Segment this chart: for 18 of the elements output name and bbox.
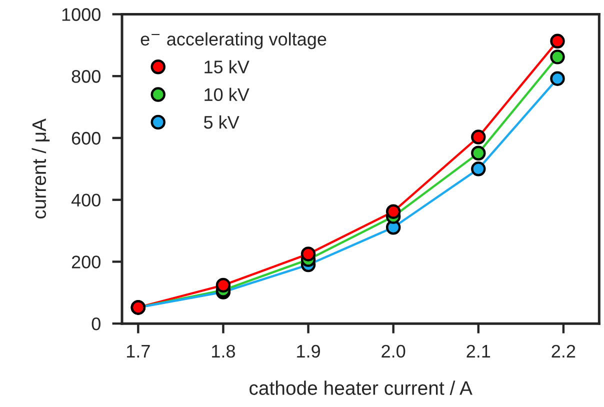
y-tick-label: 1000 (62, 8, 100, 21)
x-tick-label: 2.1 (466, 344, 490, 358)
y-tick-label: 400 (71, 194, 100, 207)
y-axis-title: current / μA (32, 118, 50, 219)
legend-label: 10 kV (204, 88, 250, 102)
x-tick-label: 1.7 (126, 345, 150, 358)
y-tick-label: 200 (72, 256, 100, 268)
legend-label: 5 kV (204, 115, 240, 129)
y-tick-label: 600 (72, 132, 100, 145)
x-tick-label: 1.9 (297, 344, 320, 358)
x-tick-label: 2.0 (382, 344, 406, 358)
x-tick-label: 1.8 (212, 344, 235, 358)
x-tick-label: 2.2 (552, 344, 576, 358)
x-axis-title: cathode heater current / A (250, 380, 472, 395)
legend-title: e$^{−}$ accelerating voltage (140, 32, 326, 50)
y-tick-label: 800 (72, 70, 100, 83)
legend-label: 15 kV (204, 60, 250, 74)
y-tick-label: 0 (92, 318, 100, 330)
